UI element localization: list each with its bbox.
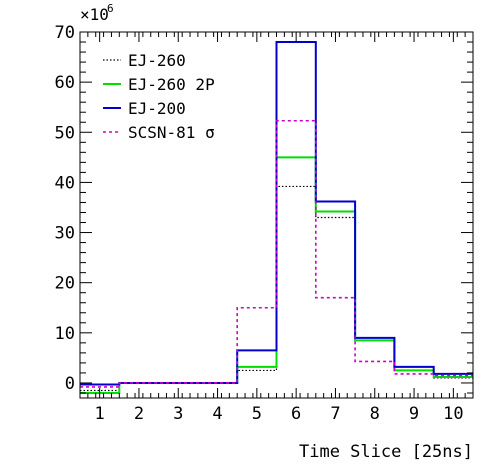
x-tick-label: 3 — [173, 404, 183, 424]
series-line-2 — [80, 41, 473, 386]
x-tick-label: 1 — [95, 404, 105, 424]
series-line-3 — [80, 119, 473, 388]
y-tick-label: 60 — [55, 73, 75, 93]
x-tick-label: 2 — [134, 404, 144, 424]
series-line-0 — [80, 185, 473, 392]
y-multiplier: ×10 — [80, 5, 109, 24]
x-tick-label: 8 — [370, 404, 380, 424]
y-tick-label: 10 — [55, 324, 75, 344]
y-tick-label: 20 — [55, 274, 75, 294]
x-tick-label: 6 — [291, 404, 301, 424]
axis-ticks — [79, 31, 474, 398]
y-tick-label: 50 — [55, 123, 75, 143]
legend: EJ-260 EJ-260 2P EJ-200 SCSN-81 σ — [103, 51, 215, 142]
x-tick-label: 5 — [252, 404, 262, 424]
x-tick-label: 7 — [330, 404, 340, 424]
y-tick-label: 30 — [55, 224, 75, 244]
series-layer — [80, 41, 473, 394]
x-tick-label: 4 — [212, 404, 222, 424]
x-axis-title: Time Slice [25ns] — [299, 442, 473, 462]
x-tick-label: 9 — [409, 404, 419, 424]
y-tick-label: 0 — [65, 374, 75, 394]
x-tick-label: 10 — [443, 404, 463, 424]
legend-label-2: EJ-200 — [128, 99, 186, 118]
legend-label-3: SCSN-81 σ — [128, 123, 215, 142]
legend-label-0: EJ-260 — [128, 51, 186, 70]
y-tick-label: 70 — [55, 23, 75, 43]
axis-tick-labels: 1 2 3 4 5 6 7 8 9 10 0 10 20 30 40 50 60 70 — [55, 23, 464, 424]
y-multiplier-exponent: 6 — [107, 2, 114, 15]
y-tick-label: 40 — [55, 173, 75, 193]
legend-label-1: EJ-260 2P — [128, 75, 215, 94]
